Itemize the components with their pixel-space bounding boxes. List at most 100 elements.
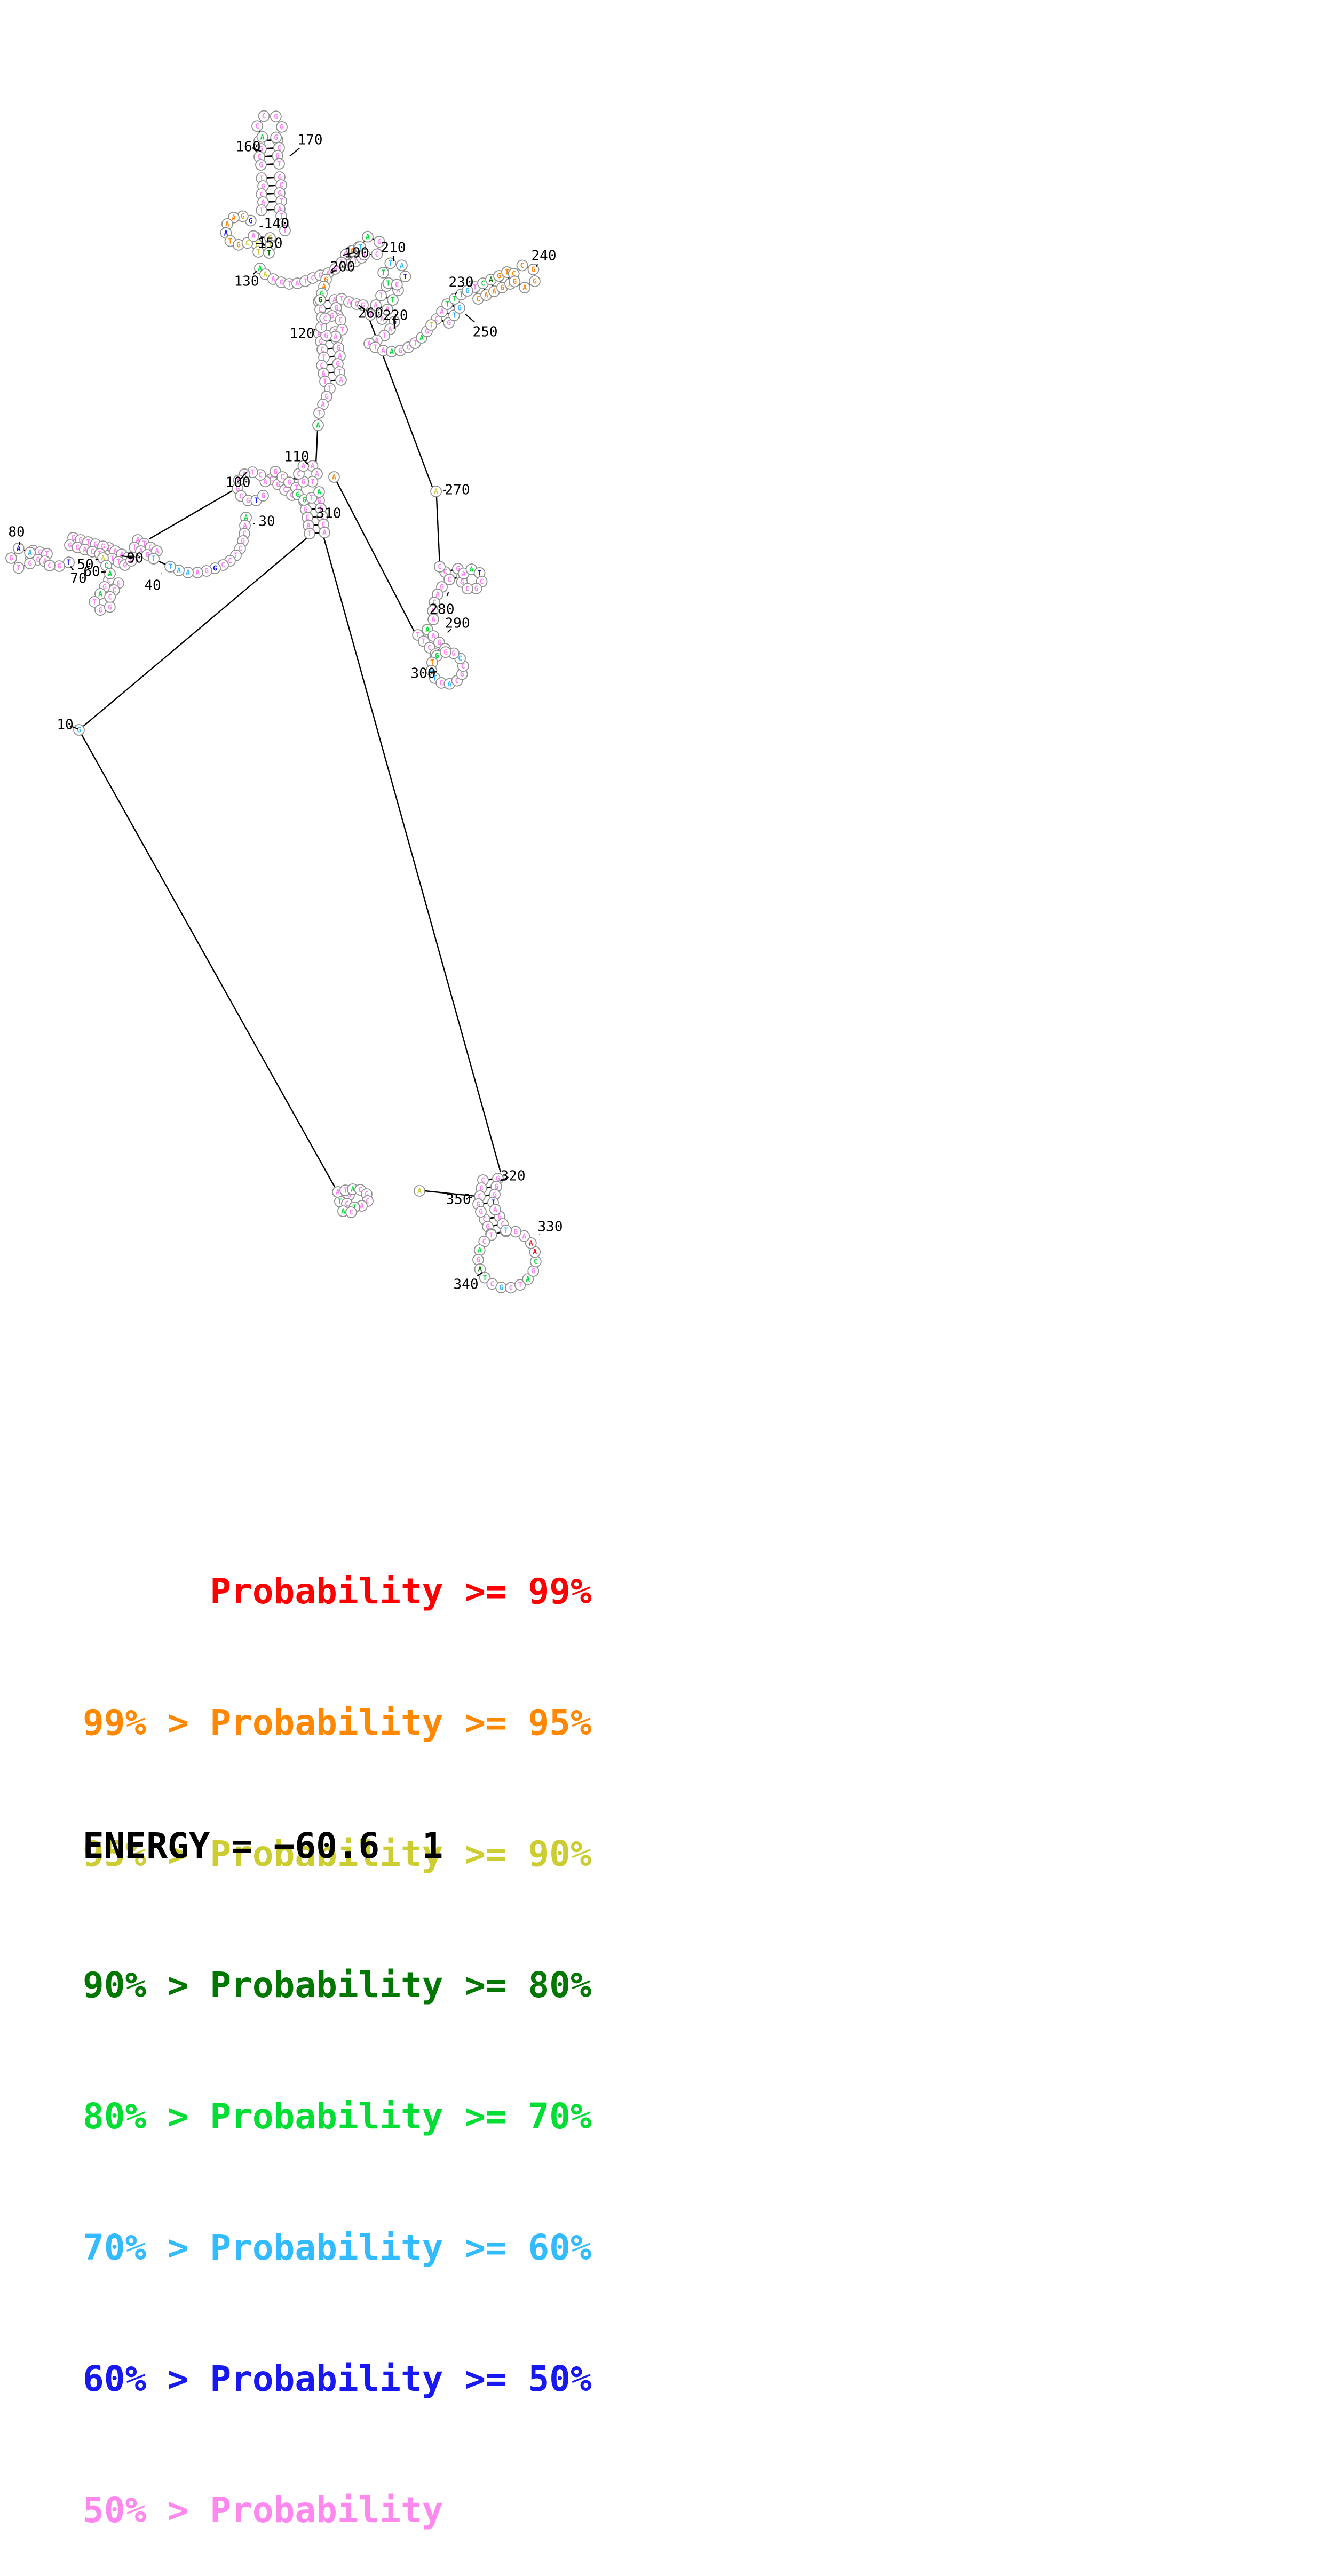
nucleotide-letter: T: [17, 565, 21, 573]
nucleotide-letter: A: [493, 1206, 497, 1214]
nucleotide-letter: T: [67, 559, 71, 567]
nucleotide-letter: A: [462, 570, 466, 578]
nucleotide-letter: A: [251, 233, 256, 241]
nucleotide-letter: A: [381, 347, 385, 355]
nucleotide-letter: C: [375, 251, 379, 259]
nucleotide-letter: A: [366, 233, 370, 241]
legend-row-99: Probability >= 99%: [83, 1570, 592, 1613]
nucleotide-letter: G: [447, 320, 451, 328]
legend-row-80: 90% > Probability >= 80%: [83, 1963, 592, 2007]
nucleotide-letter: T: [340, 326, 344, 334]
position-label: 10: [57, 717, 73, 733]
nucleotide-letter: A: [98, 590, 102, 598]
nucleotide-letter: C: [395, 281, 399, 289]
nucleotide-letter: A: [347, 299, 351, 307]
nucleotide-letter: C: [338, 317, 343, 325]
energy-value: ENERGY = −60.6 1: [83, 1827, 443, 1865]
nucleotide-letter: G: [9, 555, 13, 563]
position-label: 310: [316, 505, 342, 521]
nucleotide-letter: G: [443, 649, 448, 657]
nucleotide-letter: T: [287, 281, 291, 289]
position-label: 100: [226, 474, 251, 490]
nucleotide-letter: G: [512, 278, 517, 286]
nucleotide-letter: T: [168, 563, 172, 571]
nucleotide-letter: A: [417, 1188, 422, 1196]
nucleotide-letter: A: [478, 1247, 482, 1255]
position-label: 240: [532, 248, 557, 264]
nucleotide-letter: C: [482, 1238, 486, 1246]
position-label: 270: [445, 482, 470, 498]
position-label: 290: [445, 615, 470, 631]
nucleotide-letter: C: [258, 472, 263, 480]
probability-legend: Probability >= 99% 99% > Probability >= …: [83, 1482, 592, 2576]
nucleotide-letter: A: [390, 348, 394, 356]
position-label: 90: [126, 550, 143, 566]
nucleotide-letter: C: [311, 275, 315, 283]
nucleotide-letter: A: [470, 566, 474, 574]
nucleotide-letter: T: [429, 322, 433, 330]
nucleotide-letter: T: [152, 555, 156, 563]
nucleotide-letter: T: [518, 1282, 522, 1290]
nucleotide-letter: G: [398, 347, 402, 355]
nucleotide-letter: C: [349, 1209, 353, 1217]
nucleotide-letter: A: [317, 489, 321, 497]
nucleotide-letter: G: [532, 266, 536, 274]
nucleotide-letter: T: [381, 269, 385, 277]
position-label: 260: [358, 305, 383, 321]
nucleotide-letter: A: [492, 288, 496, 296]
position-label: 130: [234, 273, 259, 289]
nucleotide-letter: G: [259, 162, 263, 170]
nucleotide-letter: A: [529, 1240, 533, 1248]
nucleotide-letter: A: [195, 569, 200, 577]
position-label: 170: [298, 132, 323, 148]
nucleotide-letter: G: [513, 1228, 518, 1236]
nucleotide-letter: C: [438, 563, 442, 571]
nucleotide-letter: G: [241, 213, 245, 221]
nucleotide-letter: T: [391, 297, 395, 305]
nucleotide-letter: G: [28, 560, 32, 568]
nucleotide-letter: A: [322, 529, 327, 537]
nucleotide-letter: A: [332, 474, 336, 482]
nucleotide-letter: C: [509, 1284, 513, 1292]
nucleotide-letter: A: [271, 276, 275, 284]
nucleotide-letter: A: [341, 1208, 345, 1216]
position-label: 330: [538, 1219, 563, 1235]
nucleotide-letter: C: [465, 585, 470, 593]
position-label: 140: [264, 216, 289, 232]
nucleotide-letter: A: [434, 488, 438, 496]
position-label: 210: [381, 240, 406, 256]
nucleotide-letter: T: [92, 599, 97, 607]
nucleotide-letter: A: [336, 1189, 340, 1197]
nucleotide-letter: A: [177, 567, 181, 575]
legend-row-below50: 50% > Probability: [83, 2488, 592, 2532]
nucleotide-letter: G: [98, 607, 102, 615]
position-label: 110: [284, 449, 310, 465]
nucleotide-letter: G: [77, 727, 81, 735]
position-label: 300: [411, 665, 436, 681]
position-label: 200: [330, 259, 355, 275]
nucleotide-letter: C: [108, 594, 112, 602]
nucleotide-letter: C: [481, 280, 485, 288]
nucleotide-letter: T: [307, 530, 312, 538]
nucleotide-letter: T: [403, 273, 407, 281]
nucleotide-letter: A: [83, 546, 87, 554]
nucleotide-letter: G: [261, 492, 265, 500]
nucleotide-letter: C: [476, 296, 480, 304]
position-label: 30: [258, 513, 275, 529]
legend-row-95: 99% > Probability >= 95%: [83, 1701, 592, 1745]
nucleotide-letter: C: [534, 1258, 538, 1266]
legend-row-70: 80% > Probability >= 70%: [83, 2095, 592, 2138]
nucleotide-letter: A: [360, 1203, 364, 1211]
position-label: 150: [258, 235, 283, 251]
position-label: 120: [290, 325, 315, 341]
nucleotide-letter: G: [302, 497, 306, 505]
nucleotide-letter: C: [520, 262, 525, 270]
position-label: 320: [501, 1168, 526, 1184]
nucleotide-letter: T: [339, 296, 344, 304]
nucleotide-letter: T: [250, 469, 255, 477]
nucleotide-letter: A: [484, 292, 488, 300]
nucleotide-letter: C: [323, 315, 327, 323]
nucleotide-letter: T: [379, 292, 383, 300]
nucleotide-letter: A: [260, 133, 265, 141]
